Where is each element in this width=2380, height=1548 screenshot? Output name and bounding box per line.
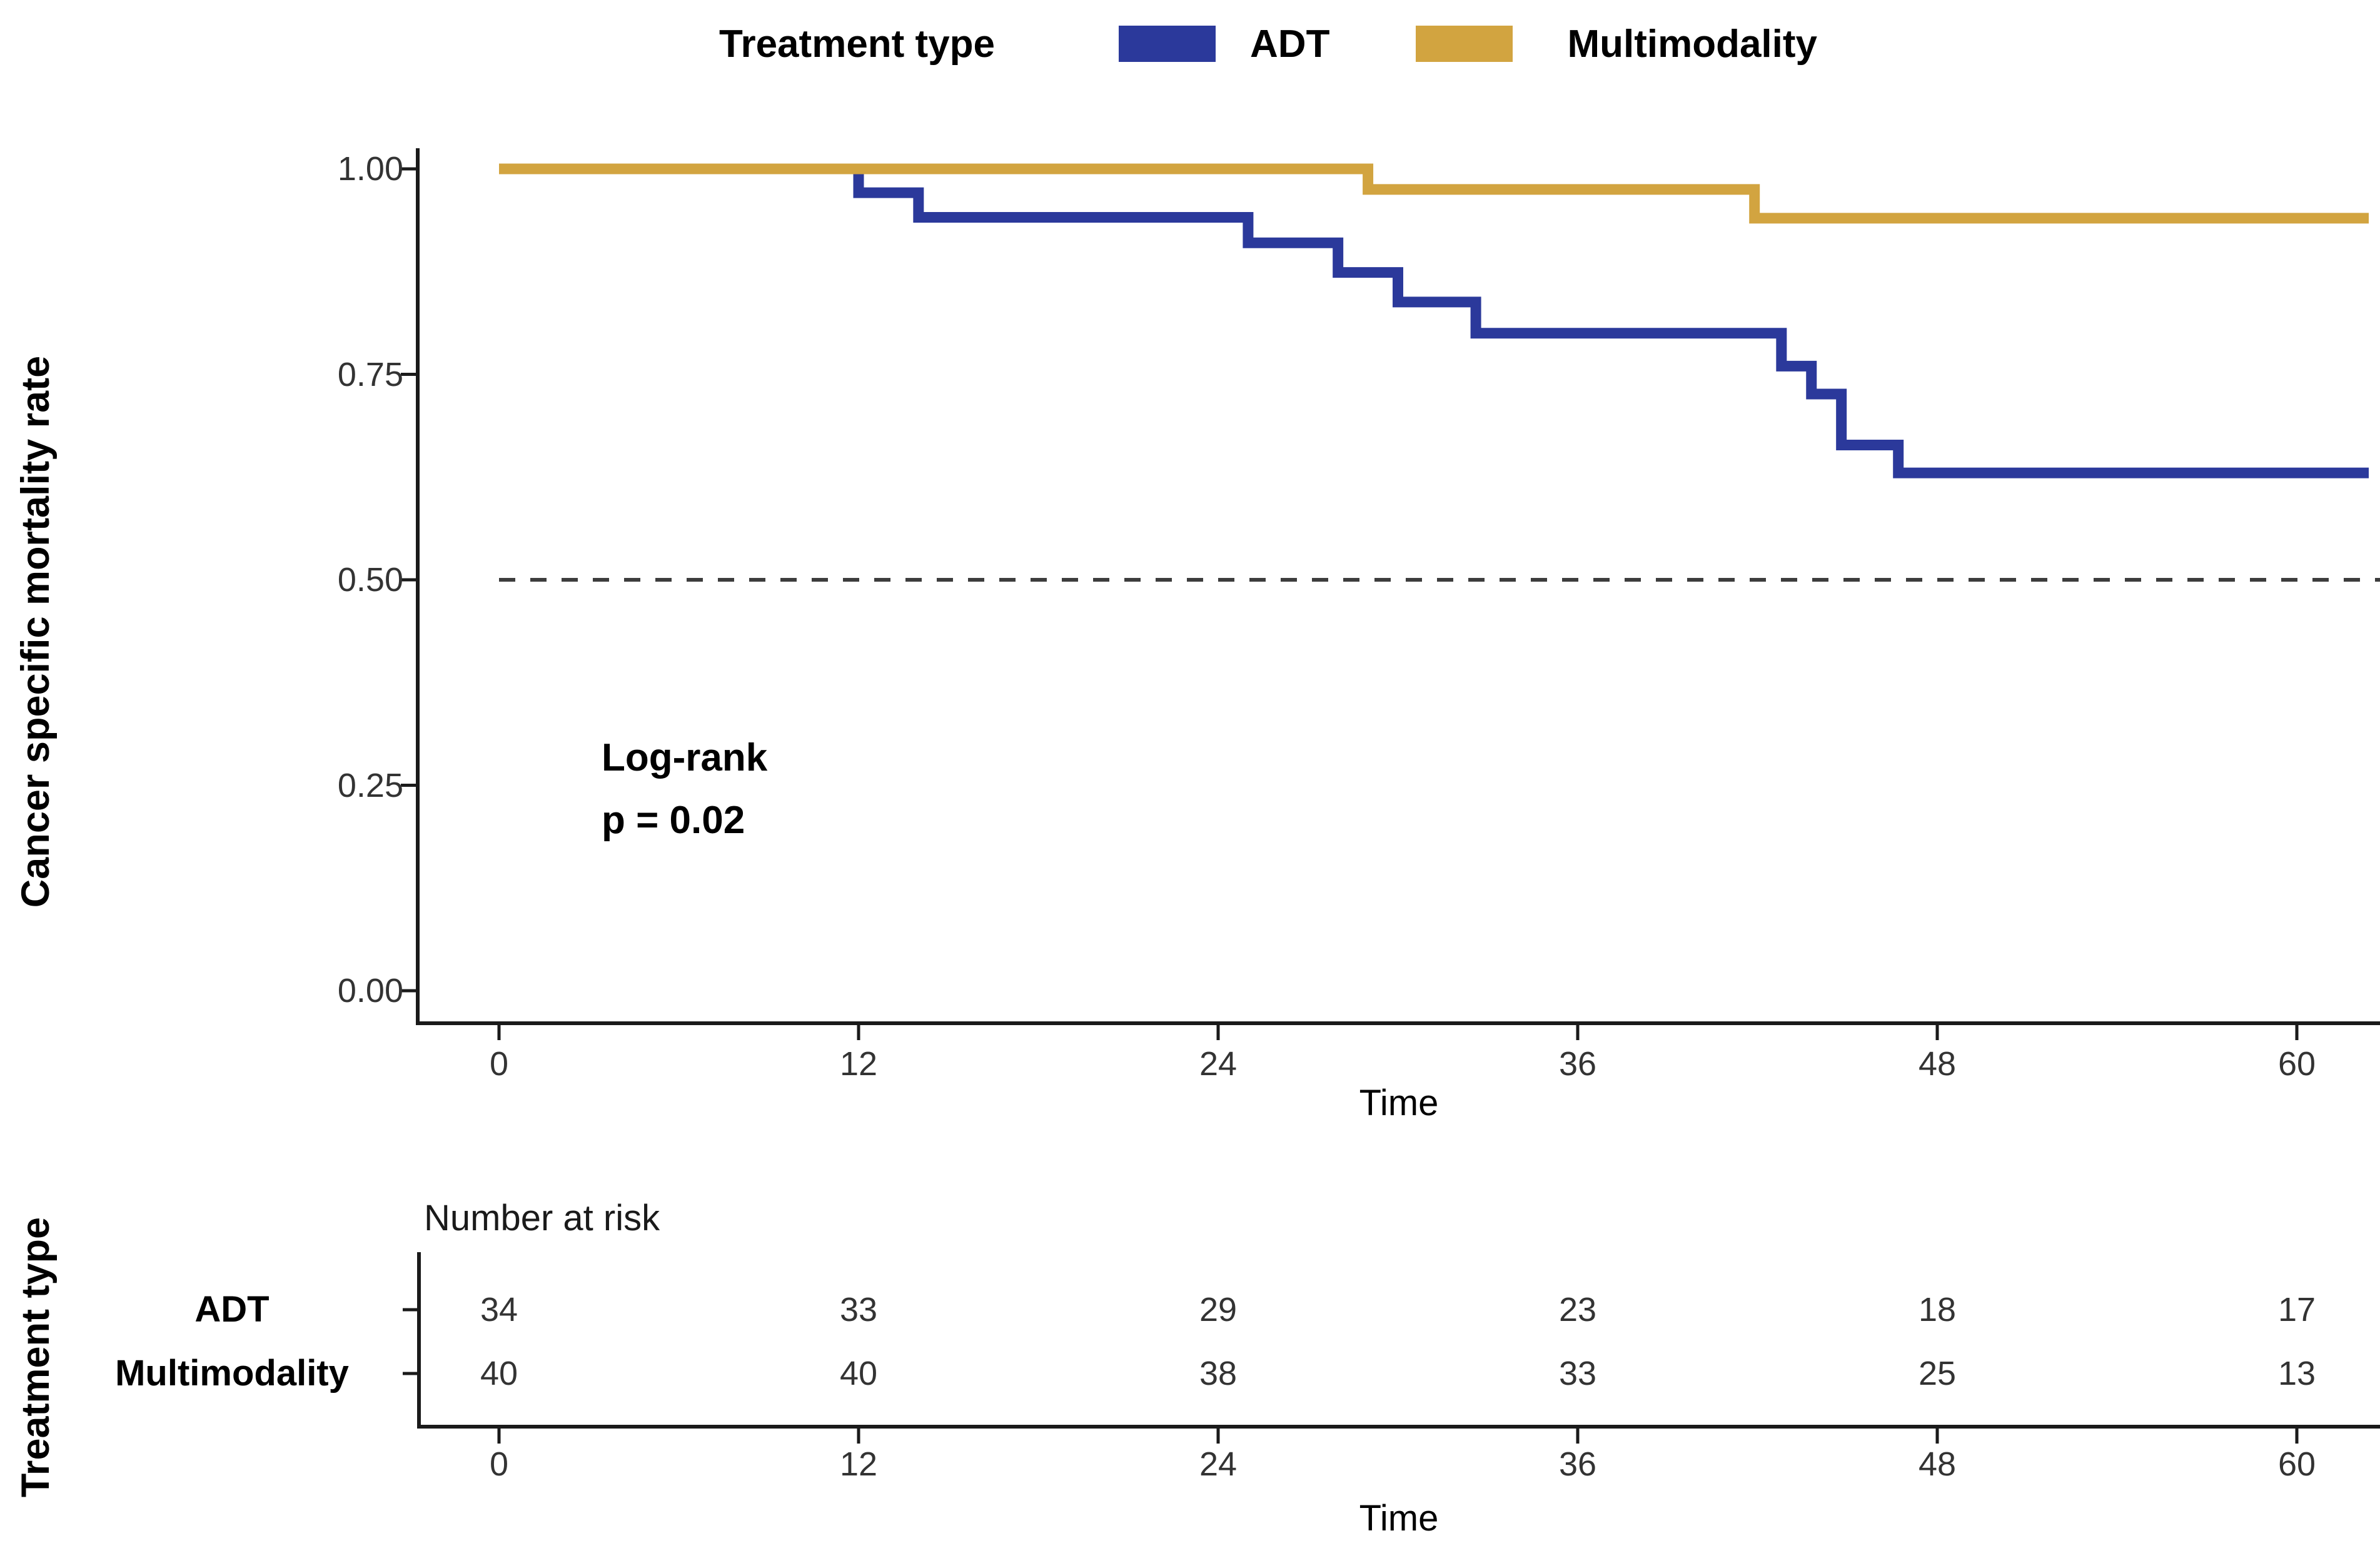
risk-table-x-axis-title: Time	[1359, 1498, 1439, 1539]
risk-value: 33	[839, 1291, 878, 1328]
risk-value: 18	[1918, 1291, 1957, 1328]
risk-value: 17	[2277, 1291, 2316, 1328]
legend-swatch-multimodality	[1416, 26, 1513, 62]
y-tick-label: 0.50	[337, 561, 403, 599]
risk-value: 40	[480, 1355, 518, 1392]
risk-row-label-adt: ADT	[194, 1289, 270, 1330]
x-tick-label: 60	[2277, 1045, 2316, 1083]
risk-table-x-tick-label: 36	[1558, 1445, 1597, 1483]
legend-label-multimodality: Multimodality	[1567, 22, 1818, 66]
x-tick-label: 24	[1199, 1045, 1238, 1083]
legend: Treatment type ADT Multimodality	[719, 18, 1817, 70]
risk-value: 13	[2277, 1355, 2316, 1392]
risk-table-x-tick-label: 24	[1199, 1445, 1238, 1483]
risk-row-label-multimodality: Multimodality	[115, 1353, 349, 1394]
legend-swatch-adt	[1119, 26, 1216, 62]
x-axis-title: Time	[1359, 1083, 1439, 1123]
risk-value: 23	[1558, 1291, 1597, 1328]
x-tick-label: 36	[1558, 1045, 1597, 1083]
risk-table-header: Number at risk	[424, 1198, 660, 1238]
risk-table-x-tick-label: 12	[839, 1445, 878, 1483]
logrank-annotation: Log-rank p = 0.02	[602, 727, 767, 852]
km-curve-multimodality	[499, 163, 2369, 224]
x-tick-label: 12	[839, 1045, 878, 1083]
risk-value: 33	[1558, 1355, 1597, 1392]
risk-value: 29	[1199, 1291, 1238, 1328]
risk-table-x-tick-label: 60	[2277, 1445, 2316, 1483]
y-tick-label: 0.00	[337, 972, 403, 1009]
legend-title: Treatment type	[719, 22, 996, 66]
y-axis-title: Cancer specific mortality rate	[14, 355, 58, 908]
risk-table-x-tick-label: 48	[1918, 1445, 1957, 1483]
x-tick-label: 0	[489, 1045, 509, 1083]
logrank-pvalue: p = 0.02	[602, 799, 745, 842]
risk-value: 34	[480, 1291, 518, 1328]
risk-value: 40	[839, 1355, 878, 1392]
km-curve-adt	[499, 163, 2369, 478]
risk-value: 25	[1918, 1355, 1957, 1392]
legend-label-adt: ADT	[1250, 22, 1330, 66]
y-tick-label: 0.75	[337, 355, 403, 393]
y-tick-label: 1.00	[337, 150, 403, 188]
x-tick-label: 48	[1918, 1045, 1957, 1083]
y-tick-label: 0.25	[337, 766, 403, 804]
logrank-label: Log-rank	[602, 736, 768, 779]
risk-table-x-tick-label: 0	[489, 1445, 509, 1483]
risk-value: 38	[1199, 1355, 1238, 1392]
